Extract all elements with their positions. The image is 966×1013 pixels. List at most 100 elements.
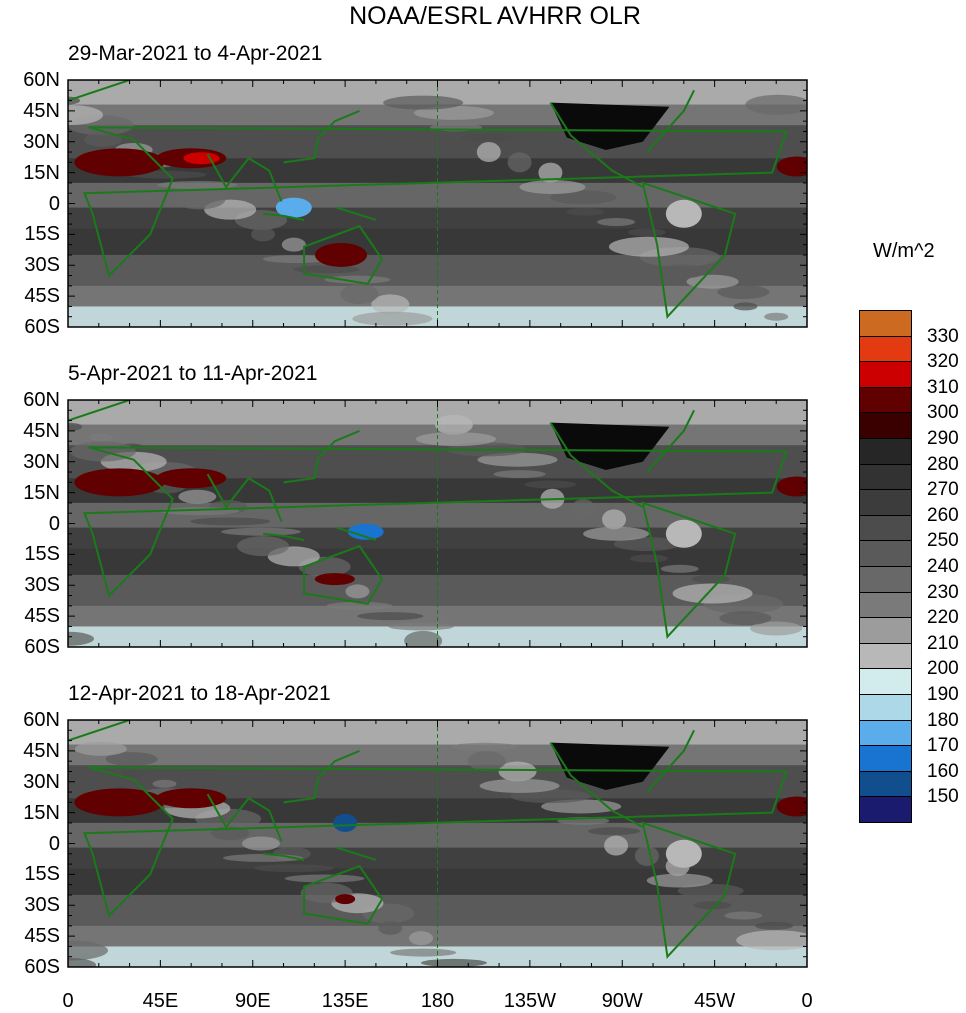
olr-patch	[68, 422, 83, 431]
lon-label: 90W	[601, 990, 643, 1012]
olr-patch	[326, 601, 393, 610]
coastline	[206, 109, 360, 202]
colorbar-swatch	[859, 796, 912, 823]
colorbar-units: W/m^2	[873, 240, 935, 262]
olr-patch	[68, 957, 97, 967]
colorbar-label: 230	[927, 581, 959, 603]
olr-patch	[476, 142, 501, 163]
colorbar-label: 290	[927, 428, 959, 449]
olr-patch	[281, 237, 306, 252]
lat-label: 60N	[23, 709, 60, 731]
olr-patch	[88, 433, 113, 442]
olr-patch	[345, 584, 370, 599]
lat-label: 45S	[24, 605, 60, 628]
olr-hot-core	[183, 152, 220, 165]
olr-patch	[378, 920, 403, 935]
colorbar-label: 330	[927, 325, 959, 347]
olr-patch	[604, 835, 629, 856]
lon-label: 0	[62, 990, 74, 1012]
coastline	[303, 864, 384, 925]
colorbar-swatch	[859, 694, 912, 721]
coastline	[549, 729, 695, 828]
lat-label: 15S	[24, 223, 60, 246]
lat-label: 60S	[24, 636, 60, 658]
colorbar-swatch	[859, 540, 912, 567]
olr-patch	[507, 152, 532, 173]
coastline	[68, 80, 377, 221]
lon-label: 45E	[142, 990, 179, 1012]
lat-label: 0	[48, 512, 60, 535]
olr-patch	[717, 285, 770, 300]
olr-patch	[357, 612, 424, 621]
lat-label: 30S	[24, 894, 60, 917]
olr-patch	[627, 228, 666, 237]
panel-3-title: 12-Apr-2021 to 18-Apr-2021	[68, 682, 331, 705]
olr-hot-westafrica	[776, 796, 807, 817]
colorbar-swatch	[859, 566, 912, 593]
lat-label: 15S	[24, 863, 60, 886]
coastline	[549, 89, 695, 188]
olr-hot-africa	[74, 788, 165, 817]
figure-title: NOAA/ESRL AVHRR OLR	[349, 2, 641, 30]
colorbar-swatch	[859, 642, 912, 670]
map-panel-2	[67, 399, 808, 648]
olr-patch	[152, 779, 177, 788]
colorbar-swatch	[859, 386, 912, 414]
olr-patch	[524, 480, 577, 489]
olr-patch	[510, 789, 591, 804]
olr-patch	[83, 132, 122, 147]
colorbar-label: 160	[927, 760, 959, 782]
olr-patch	[251, 227, 276, 242]
olr-band	[68, 925, 807, 947]
colorbar-label: 170	[927, 735, 959, 757]
olr-patch	[460, 133, 513, 142]
olr-cool-amazon	[665, 839, 702, 868]
lon-label: 180	[420, 990, 455, 1012]
coastline	[68, 720, 377, 861]
coastline	[549, 409, 695, 508]
lat-label: 15S	[24, 543, 60, 566]
olr-patch	[324, 275, 391, 284]
coastline	[82, 446, 788, 598]
colorbar-label: 300	[927, 402, 959, 424]
olr-patch	[583, 526, 650, 541]
colorbar-swatch	[859, 745, 912, 772]
colorbar-label: 190	[927, 684, 959, 705]
olr-hot-arabia	[156, 468, 227, 489]
colorbar-swatch	[859, 361, 912, 388]
colorbar-label: 240	[927, 556, 959, 577]
olr-patch	[541, 799, 622, 814]
olr-patch	[538, 162, 563, 183]
lat-label: 30N	[23, 130, 60, 153]
colorbar-label: 150	[927, 786, 959, 808]
olr-patch	[755, 921, 794, 930]
coastline	[68, 400, 377, 541]
olr-patch	[660, 564, 699, 573]
lat-label: 45N	[23, 419, 60, 442]
lat-label: 30N	[23, 770, 60, 793]
olr-patch	[571, 499, 596, 520]
coastline	[641, 821, 737, 959]
olr-patch	[479, 778, 560, 793]
olr-patch	[498, 761, 537, 782]
olr-patch	[646, 873, 713, 888]
olr-cold-philippines	[333, 813, 358, 832]
lat-label: 60N	[23, 69, 60, 91]
colorbar-swatch	[859, 438, 912, 465]
colorbar-swatch	[859, 489, 912, 516]
panel-1-title: 29-Mar-2021 to 4-Apr-2021	[68, 42, 323, 65]
colorbar-label: 180	[927, 709, 959, 731]
colorbar-swatch	[859, 770, 912, 798]
olr-patch	[68, 104, 104, 125]
colorbar-swatch	[859, 617, 912, 644]
olr-patch	[719, 611, 772, 626]
lat-label: 0	[48, 832, 60, 855]
olr-patch	[750, 621, 803, 636]
colorbar-swatch	[859, 335, 912, 363]
olr-patch	[390, 948, 457, 957]
colorbar-label: 210	[927, 632, 959, 654]
coastline	[303, 544, 384, 605]
lat-label: 30S	[24, 574, 60, 597]
olr-patch	[293, 265, 360, 274]
